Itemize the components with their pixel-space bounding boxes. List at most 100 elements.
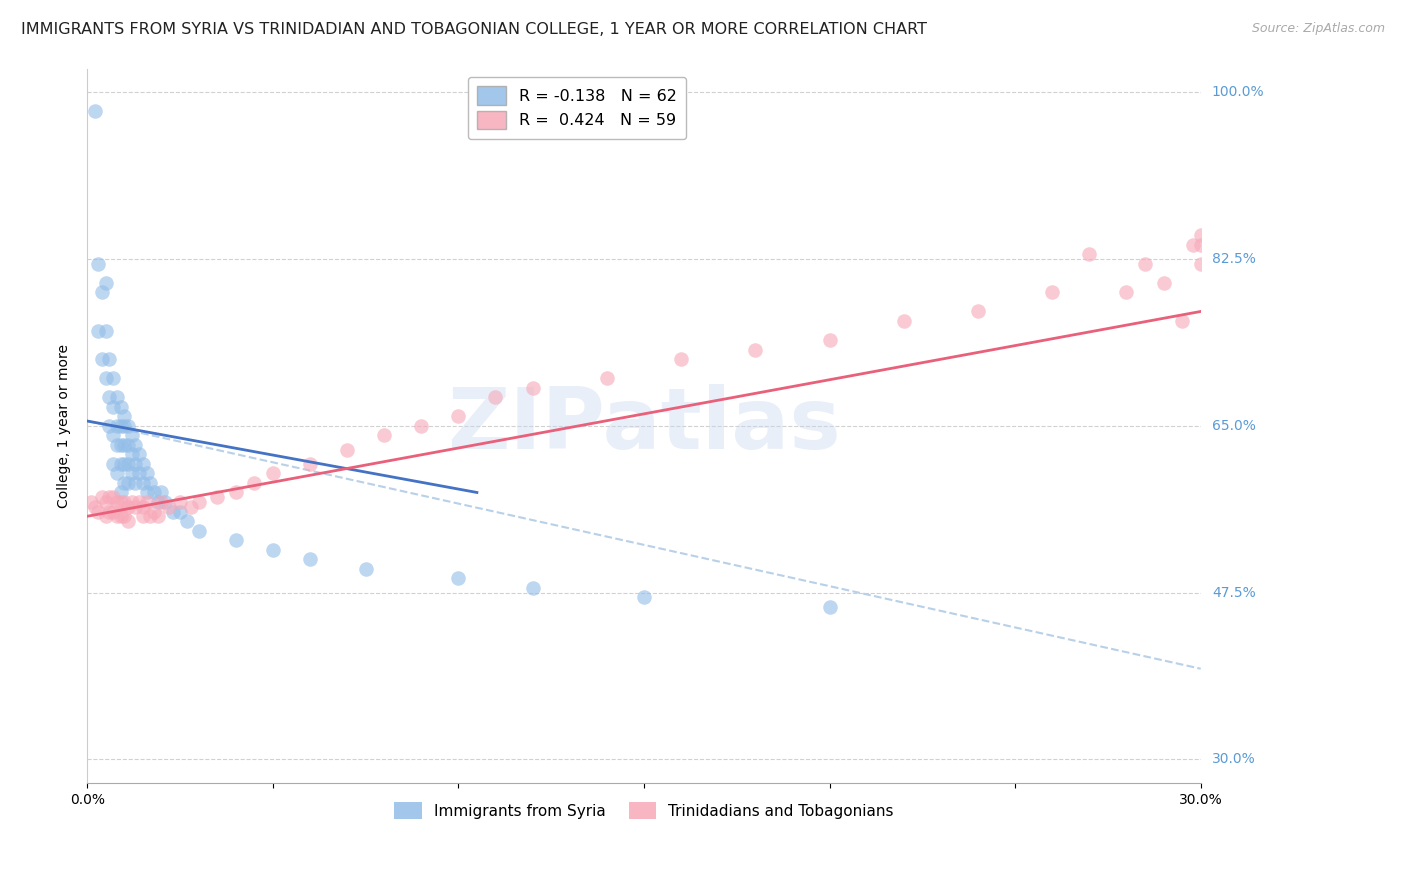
Point (373, 428, 395, 442)
Point (91, 352, 114, 367)
Point (447, 571, 470, 585)
Point (91, 285, 114, 300)
Point (484, 390, 506, 404)
Point (94, 324, 117, 338)
Point (143, 504, 166, 518)
Point (135, 485, 157, 500)
Point (818, 333, 841, 347)
Point (112, 438, 135, 452)
Point (522, 581, 544, 595)
Point (98, 418, 121, 433)
Point (110, 418, 132, 433)
Text: 65.0%: 65.0% (1212, 418, 1256, 433)
Point (132, 457, 155, 471)
Point (121, 467, 143, 481)
Point (101, 504, 124, 518)
Point (150, 485, 173, 500)
Point (135, 495, 157, 509)
Point (101, 490, 124, 504)
Point (105, 495, 128, 509)
Point (101, 400, 124, 414)
Point (112, 509, 135, 524)
Point (98, 352, 121, 367)
Point (135, 467, 157, 481)
Point (1189, 257, 1212, 271)
Point (124, 438, 146, 452)
Point (98, 490, 121, 504)
Point (187, 524, 209, 538)
Point (80, 495, 103, 509)
Point (94, 276, 117, 290)
Point (87, 257, 110, 271)
Text: 30.0%: 30.0% (1212, 752, 1256, 766)
Point (132, 500, 155, 514)
Point (121, 495, 143, 509)
Point (139, 475, 162, 490)
Point (146, 495, 169, 509)
Point (112, 418, 135, 433)
Text: ZIPatlas: ZIPatlas (447, 384, 841, 467)
Point (83, 104, 105, 119)
Point (110, 400, 132, 414)
Point (1189, 228, 1212, 243)
Point (157, 500, 180, 514)
Point (128, 467, 150, 481)
Point (522, 381, 544, 395)
Point (1040, 285, 1063, 300)
Point (143, 485, 166, 500)
Point (633, 591, 655, 605)
Point (1182, 237, 1205, 252)
Point (105, 509, 128, 524)
Point (298, 457, 321, 471)
Text: IMMIGRANTS FROM SYRIA VS TRINIDADIAN AND TOBAGONIAN COLLEGE, 1 YEAR OR MORE CORR: IMMIGRANTS FROM SYRIA VS TRINIDADIAN AND… (21, 22, 927, 37)
Point (94, 509, 117, 524)
Text: 47.5%: 47.5% (1212, 585, 1256, 599)
Point (128, 447, 150, 461)
Point (112, 475, 135, 490)
Point (117, 514, 139, 528)
Point (87, 504, 110, 518)
Point (132, 475, 155, 490)
Point (98, 390, 121, 404)
Text: Source: ZipAtlas.com: Source: ZipAtlas.com (1251, 22, 1385, 36)
Point (110, 438, 132, 452)
Point (110, 457, 132, 471)
Point (818, 599, 841, 614)
Point (1078, 247, 1101, 261)
Point (411, 418, 433, 433)
Point (150, 495, 173, 509)
Point (298, 552, 321, 566)
Point (94, 495, 117, 509)
Point (132, 509, 155, 524)
Point (176, 514, 198, 528)
Point (169, 504, 191, 518)
Point (101, 428, 124, 442)
Point (139, 509, 162, 524)
Point (117, 457, 139, 471)
Point (669, 352, 692, 367)
Point (225, 485, 247, 500)
Point (128, 495, 150, 509)
Point (105, 438, 128, 452)
Point (117, 500, 139, 514)
Point (1153, 276, 1175, 290)
Point (105, 418, 128, 433)
Text: 100.0%: 100.0% (1212, 86, 1264, 99)
Point (121, 447, 143, 461)
Point (262, 467, 284, 481)
Point (110, 495, 132, 509)
Point (447, 409, 470, 424)
Point (1189, 237, 1212, 252)
Point (967, 304, 990, 318)
Point (87, 324, 110, 338)
Point (98, 504, 121, 518)
Point (105, 390, 128, 404)
Point (596, 371, 619, 385)
Point (180, 500, 202, 514)
Point (225, 533, 247, 547)
Point (112, 495, 135, 509)
Point (205, 490, 228, 504)
Point (91, 490, 114, 504)
Point (124, 500, 146, 514)
Point (744, 343, 766, 357)
